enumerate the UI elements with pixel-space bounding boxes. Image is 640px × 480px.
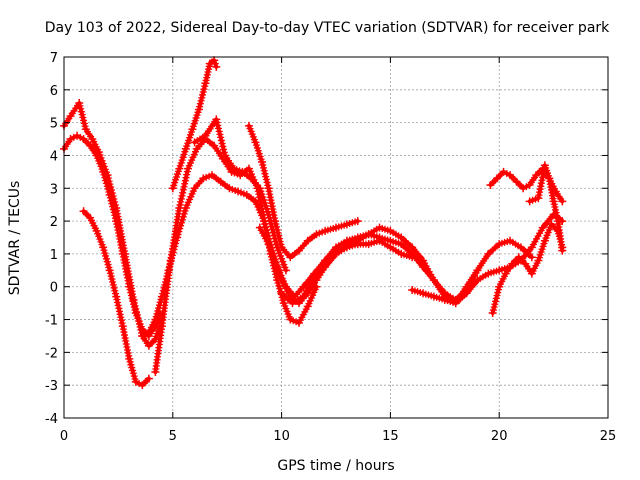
- y-tick-label: -3: [45, 379, 58, 394]
- data-point-marker: [214, 121, 222, 129]
- data-point-marker: [105, 177, 113, 185]
- y-tick-label: 5: [50, 117, 58, 132]
- data-point-marker: [131, 302, 139, 310]
- series-arc-10: [277, 230, 536, 308]
- data-point-marker: [558, 197, 567, 206]
- data-point-marker: [215, 127, 223, 135]
- data-point-marker: [216, 130, 224, 138]
- data-point-marker: [220, 145, 228, 153]
- data-point-marker: [135, 320, 143, 328]
- data-point-marker: [182, 174, 190, 182]
- data-point-marker: [179, 186, 187, 194]
- data-point-marker: [176, 201, 184, 209]
- y-tick-label: -2: [45, 346, 58, 361]
- data-point-marker: [108, 189, 116, 197]
- data-point-marker: [183, 171, 191, 179]
- x-tick-label: 0: [60, 429, 68, 444]
- data-series: [60, 56, 567, 390]
- y-tick-label: 3: [50, 182, 58, 197]
- series-arc-6: [168, 56, 221, 193]
- y-tick-label: 6: [50, 84, 58, 99]
- data-point-marker: [135, 317, 143, 325]
- data-point-marker: [218, 139, 226, 147]
- series-arc-2: [60, 98, 166, 350]
- x-tick-label: 10: [273, 429, 290, 444]
- y-tick-label: 2: [50, 215, 58, 230]
- y-tick-label: 1: [50, 248, 58, 263]
- series-arc-12: [488, 220, 567, 317]
- axis-ticks: 0 5 10 15 20 25 -4 -3 -2 -1 0 1 2 3 4 5 6 7: [45, 51, 616, 444]
- data-point-marker: [144, 374, 153, 383]
- series-trace: [62, 100, 164, 348]
- data-point-marker: [178, 192, 186, 200]
- data-point-marker: [134, 314, 142, 322]
- data-point-marker: [211, 60, 219, 68]
- data-point-marker: [136, 323, 144, 331]
- data-point-marker: [133, 308, 141, 316]
- x-tick-label: 5: [169, 429, 177, 444]
- y-tick-label: 7: [50, 51, 58, 66]
- y-tick-label: -1: [45, 314, 58, 329]
- series-arc-3: [79, 207, 153, 390]
- data-point-marker: [177, 195, 185, 203]
- y-axis-label: SDTVAR / TECUs: [7, 181, 23, 296]
- series-trace: [62, 133, 162, 338]
- x-tick-label: 25: [600, 429, 617, 444]
- data-point-marker: [558, 246, 567, 255]
- x-axis-label: GPS time / hours: [277, 458, 394, 474]
- y-tick-label: -4: [45, 412, 58, 427]
- data-point-marker: [107, 183, 115, 191]
- data-point-marker: [106, 180, 114, 188]
- data-point-marker: [217, 133, 225, 141]
- data-point-marker: [353, 217, 362, 226]
- x-tick-label: 20: [491, 429, 508, 444]
- y-tick-label: 4: [50, 149, 58, 164]
- data-point-marker: [181, 180, 189, 188]
- data-point-marker: [214, 124, 222, 132]
- data-point-marker: [217, 136, 225, 144]
- data-point-marker: [180, 183, 188, 191]
- data-point-marker: [212, 62, 221, 71]
- grid: [64, 57, 608, 418]
- data-point-marker: [213, 118, 221, 126]
- data-point-marker: [110, 195, 118, 203]
- y-tick-label: 0: [50, 281, 58, 296]
- series-arc-14: [525, 161, 567, 255]
- data-point-marker: [137, 326, 145, 334]
- series-arc-8: [244, 121, 362, 262]
- data-point-marker: [133, 311, 141, 319]
- data-point-marker: [312, 282, 321, 291]
- plot-frame: [63, 56, 609, 419]
- data-point-marker: [181, 177, 189, 185]
- data-point-marker: [130, 299, 138, 307]
- data-point-marker: [179, 189, 187, 197]
- chart-title: Day 103 of 2022, Sidereal Day-to-day VTE…: [45, 20, 610, 36]
- data-point-marker: [219, 142, 227, 150]
- x-tick-label: 15: [382, 429, 399, 444]
- series-arc-1: [60, 131, 164, 340]
- series-arc-11: [408, 210, 567, 308]
- data-point-marker: [527, 253, 536, 262]
- data-point-marker: [177, 198, 185, 206]
- series-arc-7: [190, 115, 290, 275]
- data-point-marker: [281, 266, 290, 275]
- data-point-marker: [104, 174, 112, 182]
- data-point-marker: [132, 305, 140, 313]
